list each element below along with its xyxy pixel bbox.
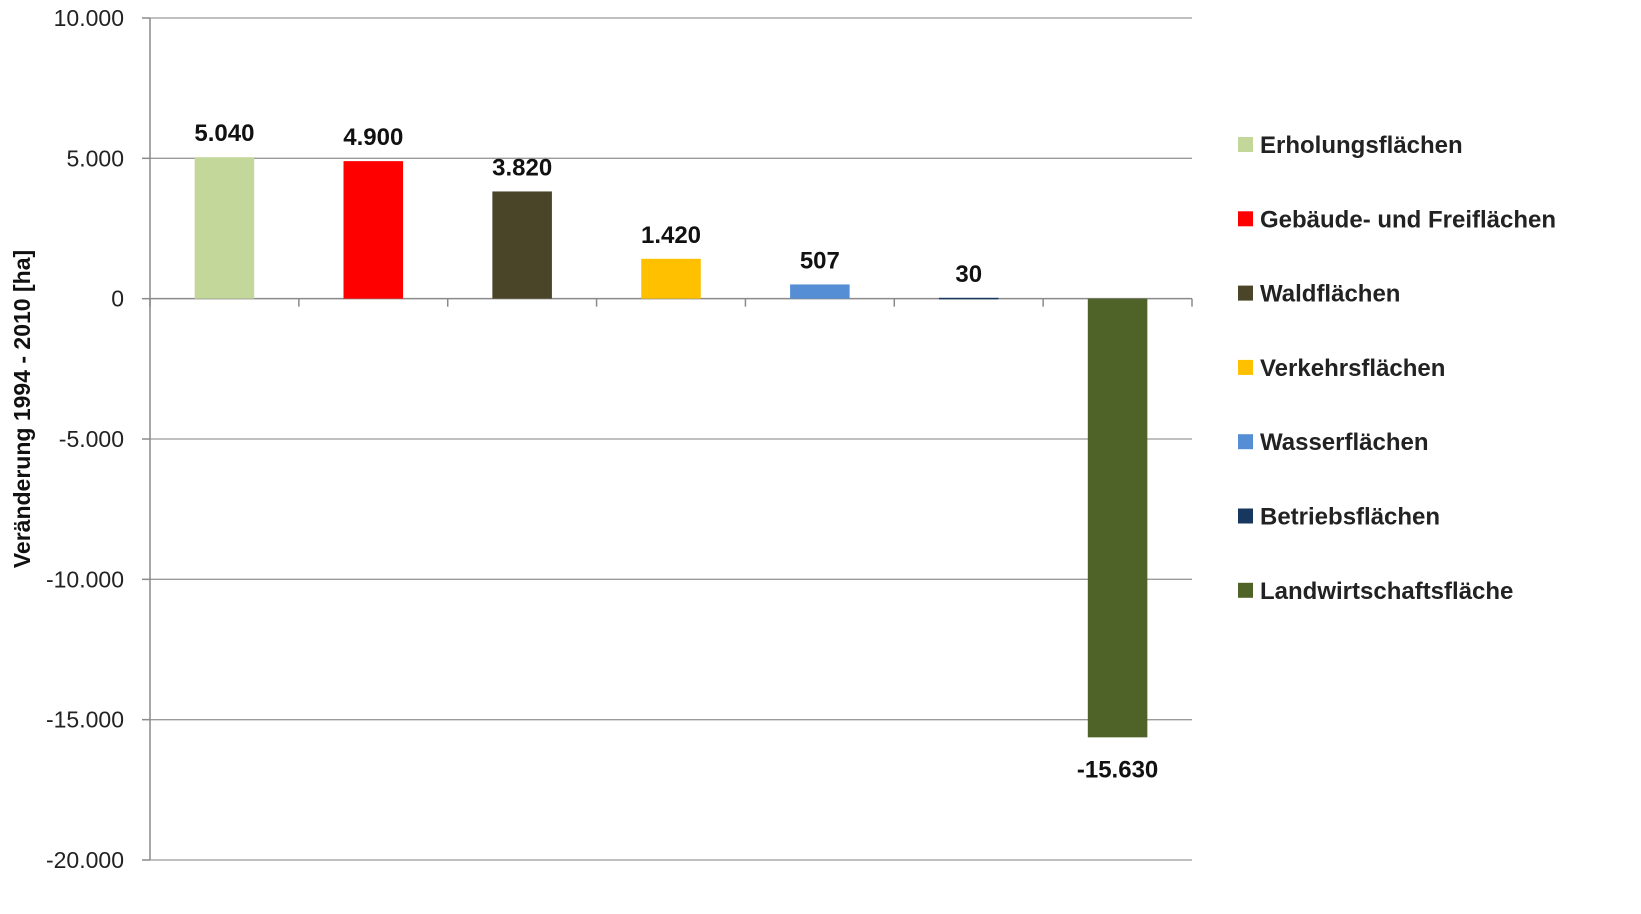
gridlines	[150, 17, 1192, 861]
legend: Erholungsflächen Gebäude- und Freiflächen…	[1238, 132, 1556, 605]
bars	[194, 157, 1148, 738]
legend-label: Betriebsflächen	[1260, 504, 1440, 531]
bar	[194, 157, 255, 299]
y-tick-label: 5.000	[66, 145, 124, 171]
bar	[1087, 298, 1148, 738]
data-label: 1.420	[641, 222, 701, 249]
y-tick-label: 10.000	[54, 5, 124, 31]
y-axis-title: Veränderung 1994 - 2010 [ha]	[9, 250, 35, 568]
legend-swatch	[1238, 285, 1253, 301]
data-label: 3.820	[492, 154, 552, 181]
legend-label: Landwirtschaftsfläche	[1260, 578, 1513, 605]
y-tick-label: -5.000	[59, 426, 124, 452]
data-label: 4.900	[343, 124, 403, 151]
legend-swatch	[1238, 434, 1253, 450]
legend-swatch	[1238, 137, 1253, 152]
legend-label: Verkehrsflächen	[1260, 355, 1445, 382]
data-label: 30	[955, 261, 982, 288]
y-tick-label: -15.000	[46, 707, 124, 733]
bar	[938, 297, 999, 300]
bar	[343, 161, 404, 299]
y-tick-label: -20.000	[46, 847, 124, 873]
bar	[641, 258, 701, 299]
data-label: -15.630	[1077, 756, 1158, 783]
legend-swatch	[1238, 211, 1253, 227]
data-label: 507	[800, 247, 840, 274]
axes: 10.000 5.000 0 -5.000 -10.000 -15.000 -20.000	[46, 5, 1193, 873]
legend-label: Gebäude- und Freiflächen	[1260, 206, 1556, 233]
legend-label: Erholungsflächen	[1260, 132, 1463, 159]
data-label: 5.040	[194, 120, 254, 147]
y-tick-label: -10.000	[46, 566, 124, 592]
data-labels: 5.040 4.900 3.820 1.420 507 30 -15.630	[194, 120, 1158, 783]
legend-label: Waldflächen	[1260, 281, 1400, 308]
bar	[790, 284, 850, 299]
bar	[492, 191, 552, 299]
legend-label: Wasserflächen	[1260, 429, 1429, 456]
y-tick-label: 0	[111, 286, 124, 312]
legend-swatch	[1238, 508, 1253, 524]
legend-swatch	[1238, 582, 1253, 598]
legend-swatch	[1238, 359, 1253, 375]
